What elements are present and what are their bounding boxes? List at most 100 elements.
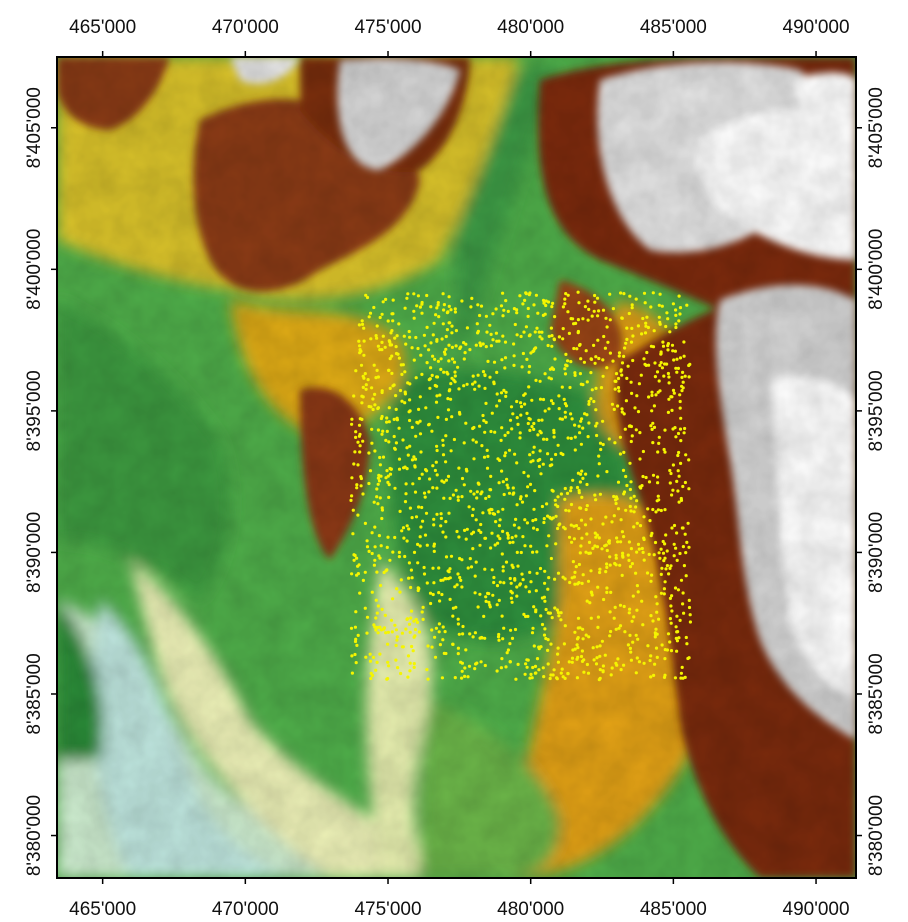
- sample-point: [667, 572, 671, 576]
- sample-point: [376, 502, 380, 506]
- sample-point: [556, 526, 560, 531]
- sample-point: [605, 586, 609, 590]
- sample-point: [556, 646, 560, 650]
- x-tick-label-bottom: 465'000: [69, 899, 136, 920]
- sample-point: [601, 358, 605, 362]
- sample-point: [616, 404, 620, 408]
- sample-point: [360, 394, 364, 398]
- sample-point: [476, 605, 480, 609]
- sample-point: [610, 520, 614, 524]
- sample-point: [512, 307, 517, 311]
- sample-point: [657, 303, 661, 307]
- sample-point: [557, 335, 562, 339]
- sample-point: [627, 540, 632, 544]
- sample-point: [524, 325, 529, 329]
- sample-point: [601, 419, 605, 423]
- sample-point: [355, 556, 359, 560]
- sample-point: [484, 496, 488, 500]
- sample-point: [598, 654, 602, 658]
- sample-point: [585, 662, 590, 667]
- sample-point: [526, 614, 530, 619]
- sample-point: [412, 309, 416, 313]
- sample-point: [492, 382, 496, 386]
- sample-point: [622, 354, 626, 358]
- sample-point: [546, 611, 550, 615]
- sample-point: [649, 424, 653, 428]
- sample-point: [657, 441, 661, 445]
- sample-point: [471, 530, 476, 534]
- sample-point: [614, 563, 618, 567]
- sample-point: [527, 370, 531, 374]
- sample-point: [504, 451, 508, 455]
- sample-point: [359, 363, 364, 367]
- sample-point: [636, 637, 640, 641]
- sample-point: [610, 666, 614, 670]
- sample-point: [579, 518, 584, 522]
- sample-point: [386, 630, 390, 634]
- sample-point: [382, 626, 386, 630]
- sample-point: [573, 423, 577, 427]
- sample-point: [596, 474, 600, 478]
- sample-point: [474, 440, 478, 444]
- sample-point: [564, 292, 568, 296]
- x-tick-label-top: 485'000: [640, 17, 707, 38]
- sample-point: [486, 454, 490, 458]
- sample-point: [580, 469, 584, 473]
- sample-point: [674, 435, 678, 439]
- sample-point: [573, 582, 577, 586]
- sample-point: [473, 667, 477, 671]
- sample-point: [580, 536, 584, 540]
- sample-point: [589, 616, 593, 620]
- sample-point: [453, 676, 457, 680]
- sample-point: [553, 606, 557, 610]
- sample-point: [595, 533, 599, 537]
- sample-point: [638, 457, 642, 461]
- sample-point: [563, 676, 567, 681]
- sample-point: [577, 491, 581, 495]
- sample-point: [412, 662, 416, 666]
- sample-point: [489, 429, 493, 434]
- sample-point: [618, 435, 623, 439]
- sample-point: [568, 580, 572, 585]
- sample-point: [658, 363, 662, 367]
- sample-point: [687, 656, 691, 660]
- sample-point: [475, 496, 479, 500]
- sample-point: [506, 536, 510, 540]
- sample-point: [397, 426, 401, 430]
- sample-point: [370, 441, 374, 445]
- sample-point: [570, 660, 574, 664]
- sample-point: [603, 346, 608, 350]
- sample-point: [513, 452, 517, 456]
- sample-point: [358, 348, 362, 352]
- sample-point: [684, 574, 688, 578]
- sample-point: [394, 407, 398, 411]
- sample-point: [658, 292, 662, 296]
- sample-point: [404, 627, 408, 631]
- sample-point: [635, 584, 640, 588]
- sample-point: [455, 529, 459, 534]
- sample-point: [379, 544, 383, 548]
- sample-point: [613, 441, 617, 445]
- sample-point: [438, 393, 442, 397]
- sample-point: [672, 391, 676, 395]
- sample-point: [436, 359, 440, 363]
- sample-point: [687, 545, 691, 549]
- sample-point: [375, 625, 379, 630]
- sample-point: [460, 476, 465, 481]
- sample-point: [679, 578, 684, 582]
- sample-point: [665, 648, 670, 652]
- sample-point: [394, 394, 398, 398]
- sample-point: [611, 307, 616, 311]
- sample-point: [420, 300, 424, 305]
- sample-point: [418, 535, 422, 539]
- sample-point: [540, 418, 544, 422]
- sample-point: [656, 481, 660, 485]
- sample-point: [453, 370, 457, 374]
- x-tick-label-bottom: 490'000: [783, 899, 850, 920]
- sample-point: [510, 600, 514, 604]
- sample-point: [590, 591, 594, 595]
- sample-point: [614, 627, 618, 631]
- sample-point: [687, 487, 691, 491]
- sample-point: [543, 581, 547, 585]
- sample-point: [385, 420, 389, 424]
